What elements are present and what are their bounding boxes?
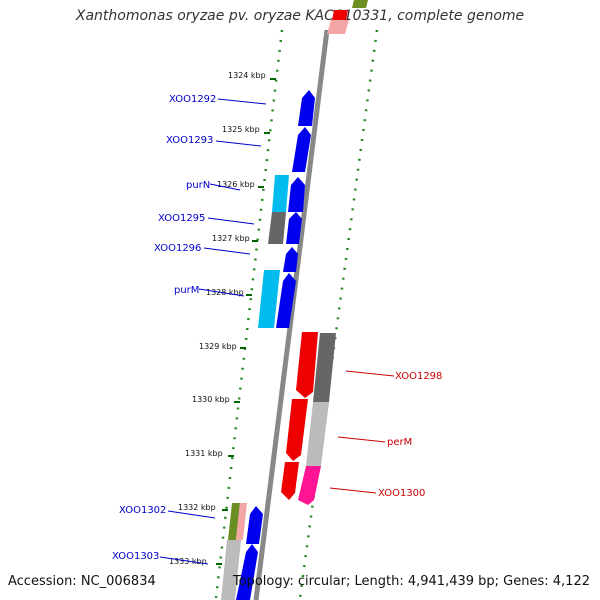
gene-label-perm: perM [387,437,412,448]
gene-label-xoo1293: XOO1293 [166,135,213,146]
reverse-arrow-1 [296,332,318,398]
topology-text: Topology: circular; Length: 4,941,439 bp… [232,574,590,589]
xoo1296-arrow [283,247,298,272]
tick-label-1327: 1327 kbp [212,234,250,243]
gene-label-xoo1300: XOO1300 [378,488,425,499]
tick-label-1326: 1326 kbp [217,180,255,189]
purn-arrow [288,177,305,212]
left-gene-labels: XOO1292 XOO1293 purN XOO1295 XOO1296 pur… [112,94,216,562]
accession-text: Accession: NC_006834 [8,574,156,589]
xoo1302-pink [236,503,247,540]
gene-label-purm: purM [174,285,199,296]
xoo1300-magenta [298,466,321,505]
purm-arrow [276,273,296,328]
gene-label-xoo1292: XOO1292 [169,94,216,105]
xoo1293-arrow [292,127,311,172]
xoo1295-grey [268,212,286,244]
xoo1303-grey [221,540,241,600]
gene-label-purn: purN [186,180,210,191]
tick-label-1331: 1331 kbp [185,449,223,458]
forward-strand-features [221,90,315,600]
genome-backbone [253,29,330,600]
xoo1298-grey [313,333,336,402]
xoo1292-arrow [298,90,315,126]
tick-label-1332: 1332 kbp [178,503,216,512]
reverse-arrow-2 [286,399,308,461]
purn-light [272,175,289,212]
map-title: Xanthomonas oryzae pv. oryzae KACC10331,… [75,8,525,24]
xoo1302-arrow [246,506,263,544]
tick-label-1328: 1328 kbp [206,288,244,297]
gene-label-xoo1295: XOO1295 [158,213,205,224]
tick-marks [216,78,276,565]
top-pink-feature [327,20,349,34]
right-label-connectors [329,370,395,494]
gene-label-xoo1298: XOO1298 [395,371,442,382]
reverse-strand-features [281,332,336,505]
gene-label-xoo1302: XOO1302 [119,505,166,516]
xoo1303-arrow [236,544,258,600]
xoo1295-arrow [286,212,302,244]
tick-label-1329: 1329 kbp [199,342,237,351]
tick-label-1330: 1330 kbp [192,395,230,404]
left-label-connectors [159,98,267,565]
right-gene-labels: XOO1298 perM XOO1300 [378,371,442,499]
gene-label-xoo1296: XOO1296 [154,243,201,254]
perm-grey [306,402,329,466]
top-green-feature [352,0,368,8]
tick-label-1325: 1325 kbp [222,125,260,134]
reverse-arrow-3 [281,462,299,500]
tick-label-1324: 1324 kbp [228,71,266,80]
purm-light [258,270,280,328]
gene-label-xoo1303: XOO1303 [112,551,159,562]
